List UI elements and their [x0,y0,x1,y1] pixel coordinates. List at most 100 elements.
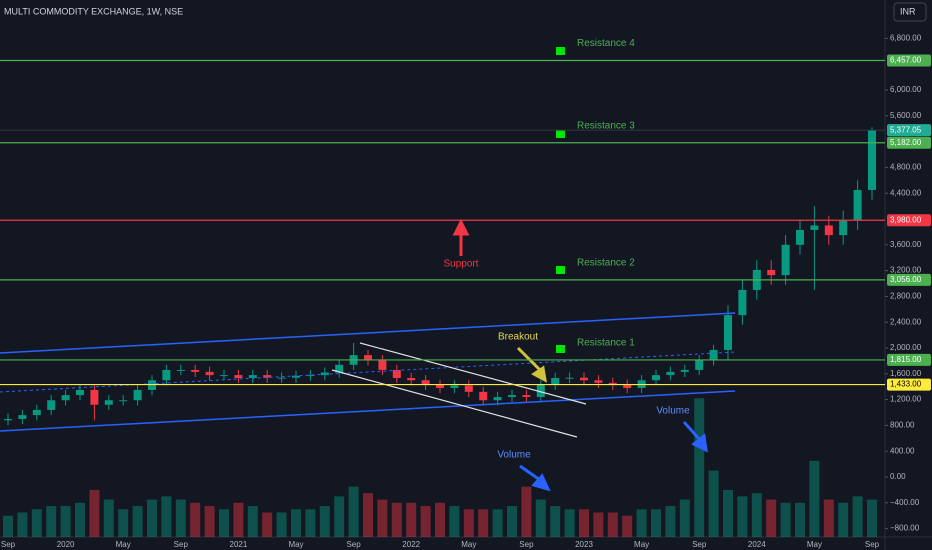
annotation: Support [443,259,478,270]
candle-body [392,369,401,378]
candle-body [263,375,272,378]
volume-bar [175,499,186,537]
volume-bar [507,506,517,537]
plot-area [3,127,877,537]
volume-bar [391,502,402,537]
y-tick-label: 1,600.00 [890,369,922,378]
x-tick-label: Sep [346,540,361,549]
candle-body [407,377,416,381]
volume-bar [420,506,431,537]
volume-bar [17,512,28,537]
volume-bar [607,512,618,537]
volume-bar [363,493,373,537]
volume-bar [190,502,201,537]
wedge-top [359,342,587,405]
y-tick-label: 2,000.00 [890,343,922,352]
volume-bar [46,506,57,537]
annotation: Volume [656,406,690,417]
candle-body [709,349,718,361]
price-tag-label: 6,457.00 [890,56,922,65]
volume-bar [809,460,820,537]
candle-body [176,369,185,371]
y-tick-label: 3,600.00 [890,240,922,249]
volume-bar [679,499,690,537]
y-tick-label: 4,800.00 [890,162,922,171]
candle-body [104,400,113,405]
volume-bar [204,506,215,537]
y-tick-label: 4,400.00 [890,188,922,197]
volume-bar [795,502,805,537]
volume-bar [103,499,114,537]
volume-bar [478,509,489,537]
chart-title: MULTI COMMODITY EXCHANGE, 1W, NSE [4,6,183,16]
channel-mid [0,351,736,393]
candle-body [292,375,300,378]
candle-body [306,375,315,377]
volume-arrow [519,464,551,492]
wedge-bottom [331,369,578,438]
y-tick-label: −800.00 [890,524,920,533]
channel-bottom [0,390,736,432]
candle-body [522,395,531,398]
price-tag [887,273,931,286]
flag [556,266,565,274]
currency-label[interactable]: INR [900,6,916,16]
volume-bar [766,499,777,537]
candle-body [162,369,171,381]
x-tick-label: May [807,540,822,549]
y-tick-label: −400.00 [890,498,920,507]
volume-bar [651,509,661,537]
candle-body [767,269,776,276]
x-tick-label: May [116,540,131,549]
volume-bar [852,496,863,537]
y-tick-label: 1,200.00 [890,395,922,404]
candle-body [436,384,444,388]
x-tick-label: Sep [174,540,189,549]
volume-bar [579,509,589,537]
candle-body [738,289,747,316]
volume-bar [406,502,417,537]
volume-bar [435,502,445,537]
x-tick-label: 2021 [230,540,248,549]
candle-body [18,415,27,419]
x-tick-label: Sep [1,540,16,549]
candle-body [335,364,344,373]
currency-button[interactable] [893,2,927,22]
volume-bar [233,502,244,537]
volume-bar [636,509,647,537]
price-tag-label: 1,815.00 [890,355,922,364]
candle-body [205,371,214,376]
x-tick-label: Sep [519,540,534,549]
volume-bar [708,470,719,537]
volume-bar [823,499,834,537]
channel-top [0,312,736,354]
candle-body [551,377,560,385]
price-tag-label: 1,433.00 [890,380,922,389]
candle-body [191,369,200,372]
price-tag-label: 3,980.00 [890,215,922,224]
y-tick-label: 400.00 [890,446,915,455]
candle-body [493,397,502,401]
breakout-arrow [516,346,547,383]
volume-bar [593,512,604,537]
candle-body [277,377,286,379]
candle-body [61,395,70,401]
candle-body [781,244,790,276]
x-tick-label: 2024 [748,540,766,549]
price-tag [887,378,931,391]
level-name: Resistance 2 [577,258,635,269]
x-tick-label: 2020 [57,540,75,549]
volume-bar [219,509,229,537]
candle-body [652,375,660,381]
volume-bar [463,509,474,537]
volume-bar [60,506,71,537]
y-tick-label: 0.00 [890,472,906,481]
candle-body [623,384,632,388]
volume-bar [305,509,316,537]
x-tick-label: Sep [865,540,880,549]
price-tag [887,136,931,149]
y-tick-label: 6,800.00 [890,33,922,42]
volume-bar [564,509,575,537]
volume-bar [147,499,157,537]
candle-body [580,377,588,381]
